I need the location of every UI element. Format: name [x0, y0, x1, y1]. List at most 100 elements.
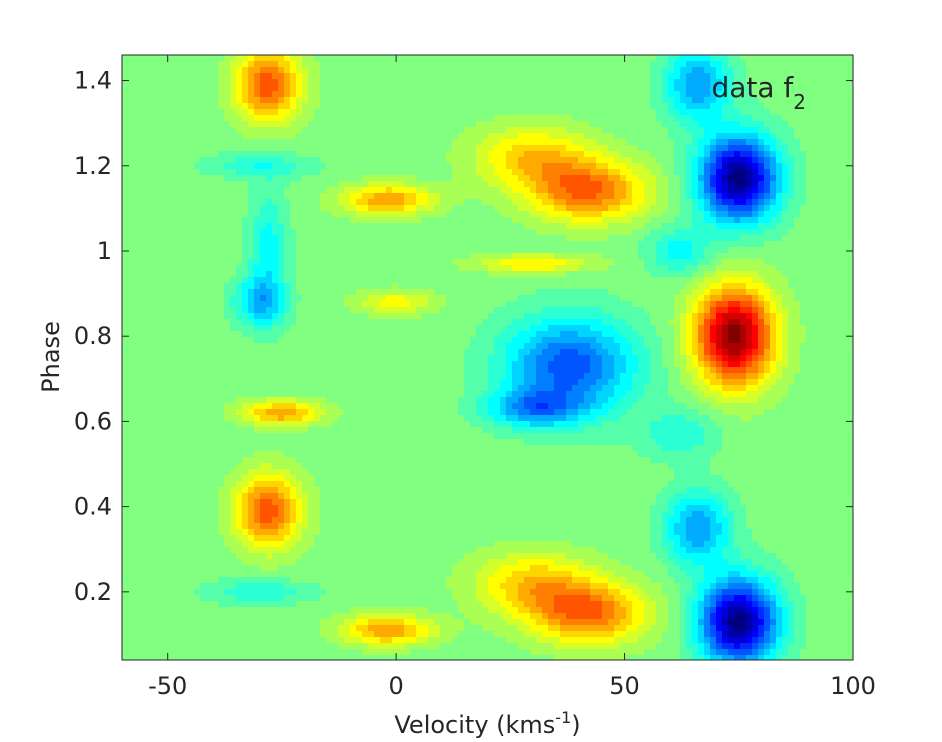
heatmap-cell — [656, 157, 663, 164]
heatmap-cell — [422, 85, 429, 92]
heatmap-cell — [260, 139, 267, 146]
heatmap-cell — [494, 67, 501, 74]
heatmap-cell — [734, 79, 741, 86]
heatmap-cell — [302, 217, 309, 224]
heatmap-cell — [560, 109, 567, 116]
heatmap-cell — [794, 133, 801, 140]
heatmap-cell — [470, 253, 477, 260]
heatmap-cell — [698, 133, 705, 140]
heatmap-cell — [668, 259, 675, 266]
heatmap-cell — [296, 157, 303, 164]
heatmap-cell — [200, 259, 207, 266]
heatmap-cell — [608, 103, 615, 110]
heatmap-cell — [554, 193, 561, 200]
heatmap-cell — [848, 145, 853, 152]
heatmap-cell — [128, 181, 135, 188]
heatmap-cell — [212, 157, 219, 164]
heatmap-cell — [362, 169, 369, 176]
heatmap-cell — [530, 169, 537, 176]
heatmap-cell — [836, 187, 843, 194]
heatmap-cell — [368, 235, 375, 242]
heatmap-cell — [758, 103, 765, 110]
heatmap-cell — [356, 181, 363, 188]
heatmap-cell — [698, 145, 705, 152]
heatmap-cell — [164, 193, 171, 200]
heatmap-cell — [512, 271, 519, 278]
heatmap-cell — [740, 73, 747, 80]
heatmap-cell — [260, 169, 267, 176]
heatmap-cell — [398, 61, 405, 68]
heatmap-cell — [572, 223, 579, 230]
heatmap-cell — [830, 85, 837, 92]
heatmap-cell — [818, 229, 825, 236]
heatmap-cell — [818, 85, 825, 92]
heatmap-cell — [554, 115, 561, 122]
heatmap-cell — [254, 73, 261, 80]
heatmap-cell — [338, 241, 345, 248]
heatmap-cell — [254, 283, 261, 290]
heatmap-cell — [164, 133, 171, 140]
heatmap-cell — [440, 121, 447, 128]
heatmap-cell — [620, 127, 627, 134]
heatmap-cell — [656, 169, 663, 176]
heatmap-cell — [818, 181, 825, 188]
heatmap-cell — [578, 265, 585, 272]
heatmap-cell — [674, 253, 681, 260]
heatmap-cell — [278, 223, 285, 230]
heatmap-cell — [236, 157, 243, 164]
heatmap-cell — [476, 211, 483, 218]
heatmap-cell — [662, 79, 669, 86]
heatmap-cell — [278, 139, 285, 146]
heatmap-cell — [146, 91, 153, 98]
heatmap-cell — [218, 295, 225, 302]
heatmap-cell — [710, 67, 717, 74]
heatmap-cell — [140, 85, 147, 92]
heatmap-cell — [206, 67, 213, 74]
heatmap-cell — [824, 283, 831, 290]
heatmap-cell — [758, 67, 765, 74]
heatmap-cell — [194, 67, 201, 74]
heatmap-cell — [122, 247, 129, 254]
heatmap-cell — [302, 253, 309, 260]
heatmap-cell — [350, 139, 357, 146]
heatmap-cell — [194, 187, 201, 194]
heatmap-cell — [158, 253, 165, 260]
heatmap-cell — [506, 145, 513, 152]
heatmap-cell — [326, 109, 333, 116]
heatmap-cell — [836, 253, 843, 260]
heatmap-cell — [320, 205, 327, 212]
heatmap-cell — [434, 289, 441, 296]
heatmap-cell — [314, 241, 321, 248]
heatmap-cell — [428, 181, 435, 188]
heatmap-cell — [740, 259, 747, 266]
heatmap-cell — [764, 151, 771, 158]
heatmap-cell — [428, 229, 435, 236]
heatmap-cell — [422, 271, 429, 278]
heatmap-cell — [632, 259, 639, 266]
heatmap-cell — [404, 199, 411, 206]
heatmap-cell — [662, 73, 669, 80]
heatmap-cell — [842, 253, 849, 260]
heatmap-cell — [578, 61, 585, 68]
heatmap-cell — [224, 295, 231, 302]
heatmap-cell — [830, 289, 837, 296]
heatmap-cell — [608, 223, 615, 230]
heatmap-cell — [434, 139, 441, 146]
heatmap-cell — [836, 205, 843, 212]
heatmap-cell — [698, 127, 705, 134]
heatmap-cell — [446, 253, 453, 260]
heatmap-cell — [374, 151, 381, 158]
heatmap-cell — [548, 205, 555, 212]
heatmap-cell — [506, 199, 513, 206]
heatmap-cell — [176, 145, 183, 152]
heatmap-cell — [656, 229, 663, 236]
heatmap-cell — [500, 241, 507, 248]
heatmap-cell — [224, 121, 231, 128]
heatmap-cell — [494, 169, 501, 176]
heatmap-cell — [500, 169, 507, 176]
heatmap-cell — [350, 181, 357, 188]
heatmap-cell — [770, 265, 777, 272]
heatmap-cell — [632, 241, 639, 248]
heatmap-cell — [350, 205, 357, 212]
heatmap-cell — [758, 175, 765, 182]
